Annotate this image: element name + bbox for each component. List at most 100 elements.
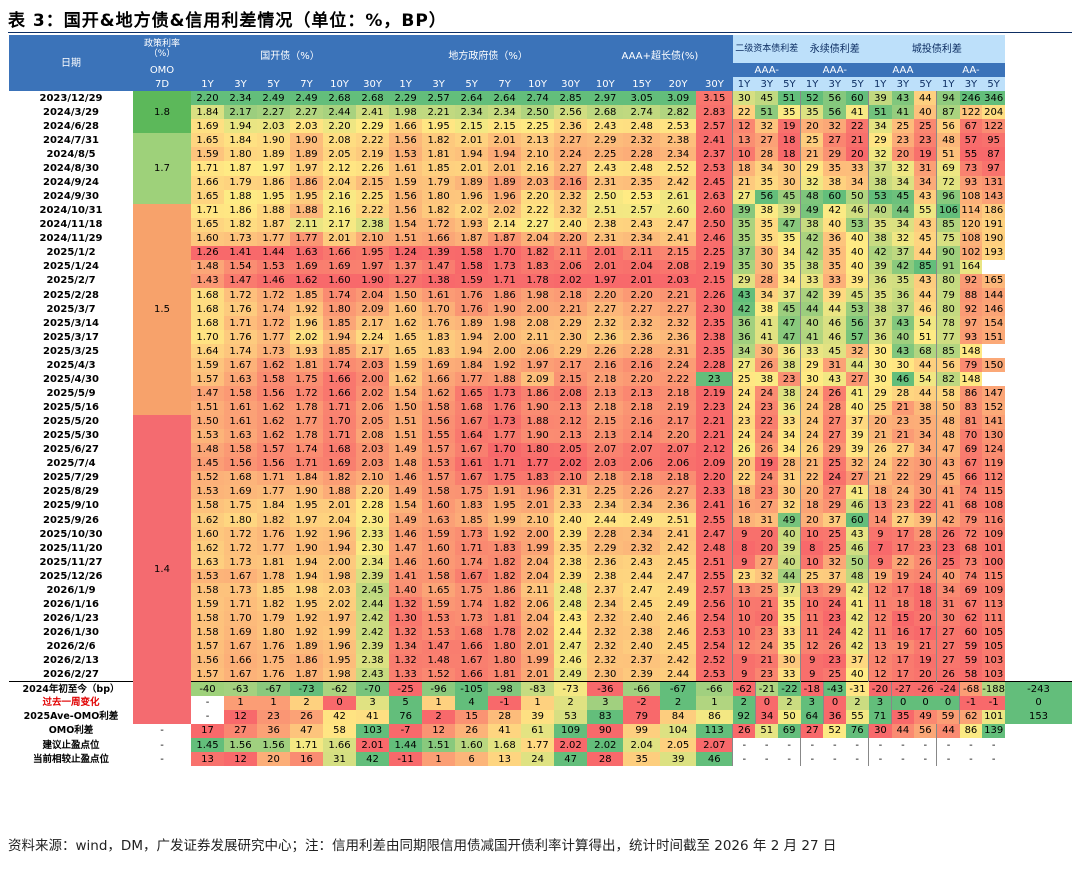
table-cell: 2.31 bbox=[587, 231, 624, 246]
table-cell: 34 bbox=[891, 175, 915, 190]
summary-cell: 58 bbox=[323, 723, 356, 738]
table-cell: 57 bbox=[959, 133, 983, 148]
table-cell: 1.73 bbox=[224, 231, 257, 246]
table-cell: 2.38 bbox=[659, 133, 697, 148]
summary-cell: 52 bbox=[823, 723, 847, 738]
summary-cell: - bbox=[778, 752, 801, 767]
table-cell: 30 bbox=[778, 175, 801, 190]
table-cell: 2.08 bbox=[554, 386, 588, 401]
summary-cell: 1 bbox=[422, 752, 456, 767]
table-cell: 24 bbox=[914, 569, 937, 584]
summary-omo: -40 bbox=[191, 681, 224, 696]
table-cell: 2.11 bbox=[290, 217, 323, 232]
tenor-header: 3Y bbox=[891, 77, 915, 92]
table-cell: 1.75 bbox=[488, 470, 522, 485]
summary-cell: 0 bbox=[754, 695, 779, 710]
table-cell: 19 bbox=[868, 569, 892, 584]
table-cell: 2.44 bbox=[659, 667, 697, 682]
table-cell: 2.43 bbox=[554, 611, 588, 626]
table-cell: 1.81 bbox=[422, 147, 456, 162]
tenor-header: 5Y bbox=[455, 77, 489, 92]
table-row: 2024/9/24 1.66 1.79 1.86 1.86 2.04 2.15 1.59 1.7… bbox=[9, 175, 1072, 190]
table-cell: 18 bbox=[732, 161, 756, 176]
summary-cell: - bbox=[982, 752, 1005, 767]
table-cell: 1.83 bbox=[422, 344, 456, 359]
table-cell: 2.01 bbox=[323, 231, 356, 246]
table-cell: 2.53 bbox=[623, 189, 660, 204]
table-cell: 2.12 bbox=[554, 414, 588, 429]
table-row: 2025/4/3 1.59 1.67 1.62 1.81 1.74 2.03 1.59 1.69… bbox=[9, 358, 1072, 373]
table-cell: 31 bbox=[778, 470, 801, 485]
table-cell: 108 bbox=[959, 189, 983, 204]
table-cell: 1.94 bbox=[290, 555, 323, 570]
table-row: 2026/1/9 1.58 1.73 1.85 1.98 2.03 2.45 1.40 1.65… bbox=[9, 583, 1072, 598]
table-cell: 22 bbox=[732, 105, 756, 120]
table-cell: 2.35 bbox=[623, 175, 660, 190]
table-cell: 29 bbox=[800, 161, 824, 176]
title-rule bbox=[8, 32, 1072, 33]
table-cell: 2.53 bbox=[659, 119, 697, 134]
summary-cell: 13 bbox=[488, 752, 522, 767]
table-cell: 1.71 bbox=[191, 203, 224, 218]
table-cell: 37 bbox=[846, 653, 869, 668]
table-cell: 30 bbox=[755, 344, 779, 359]
table-cell: 2.06 bbox=[623, 456, 660, 471]
table-cell: 1.82 bbox=[323, 470, 356, 485]
table-cell: 24 bbox=[823, 470, 847, 485]
table-cell: 1.77 bbox=[290, 414, 323, 429]
table-cell: 47 bbox=[778, 316, 801, 331]
table-cell: 1.67 bbox=[224, 639, 257, 654]
summary-cell: 12 bbox=[224, 752, 257, 767]
table-cell: 68 bbox=[914, 344, 937, 359]
table-cell: 28 bbox=[823, 400, 847, 415]
table-cell: 1.27 bbox=[389, 273, 423, 288]
table-cell: 1.47 bbox=[191, 386, 224, 401]
table-cell: 1.69 bbox=[224, 484, 257, 499]
table-cell: 2.38 bbox=[587, 569, 624, 584]
table-cell: 40 bbox=[846, 259, 869, 274]
table-cell: 10 bbox=[732, 147, 756, 162]
table-cell: 1.80 bbox=[488, 639, 522, 654]
summary-cell: 1.45 bbox=[191, 738, 224, 753]
table-cell: 20 bbox=[800, 484, 824, 499]
table-cell: 24 bbox=[800, 400, 824, 415]
table-cell: 2.05 bbox=[323, 147, 356, 162]
table-cell: 2.43 bbox=[587, 119, 624, 134]
summary-cell: - bbox=[868, 738, 892, 753]
tenor-header: 10Y bbox=[521, 77, 555, 92]
summary-cell: 1 bbox=[224, 695, 257, 710]
table-cell: 26 bbox=[823, 639, 847, 654]
table-cell: 25 bbox=[823, 527, 847, 542]
table-cell: 13 bbox=[732, 133, 756, 148]
summary-cell: 90 bbox=[587, 723, 624, 738]
table-cell: 31 bbox=[755, 513, 779, 528]
table-cell: 1.51 bbox=[389, 231, 423, 246]
table-cell: 122 bbox=[959, 105, 983, 120]
table-row: 2025/5/16 1.51 1.61 1.62 1.78 1.71 2.06 1.50 1.5… bbox=[9, 400, 1072, 415]
table-cell: 2.27 bbox=[587, 302, 624, 317]
table-cell: 42 bbox=[936, 513, 960, 528]
table-cell: 2.01 bbox=[521, 639, 555, 654]
table-cell: 1.94 bbox=[455, 147, 489, 162]
table-cell: 1.59 bbox=[389, 175, 423, 190]
table-cell: 24 bbox=[755, 639, 779, 654]
table-cell: 36 bbox=[868, 273, 892, 288]
table-cell: 2.11 bbox=[554, 245, 588, 260]
table-cell: 1.63 bbox=[224, 428, 257, 443]
table-cell: 1.63 bbox=[422, 513, 456, 528]
table-cell: 2.01 bbox=[587, 245, 624, 260]
table-cell: 1.67 bbox=[455, 470, 489, 485]
table-cell: 1.62 bbox=[389, 316, 423, 331]
summary-cell: 1.66 bbox=[323, 738, 356, 753]
table-cell: 2.20 bbox=[323, 119, 356, 134]
summary-cell: 99 bbox=[623, 723, 660, 738]
summary-cell: 1.60 bbox=[455, 738, 489, 753]
summary-cell: -1 bbox=[488, 695, 522, 710]
table-cell: 2.06 bbox=[659, 456, 697, 471]
table-cell: 1.59 bbox=[191, 597, 224, 612]
table-cell: 111 bbox=[982, 611, 1005, 626]
table-cell: 27 bbox=[823, 428, 847, 443]
table-cell: 1.62 bbox=[257, 414, 290, 429]
table-cell: 1.67 bbox=[224, 358, 257, 373]
table-cell: 2.44 bbox=[623, 569, 660, 584]
